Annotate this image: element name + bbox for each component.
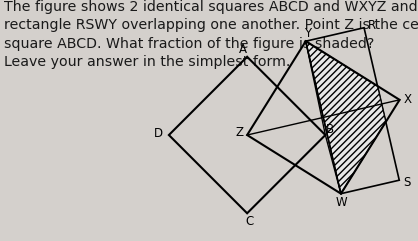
Text: Y: Y: [304, 27, 312, 40]
Text: W: W: [335, 196, 347, 209]
Text: The figure shows 2 identical squares ABCD and WXYZ and a
rectangle RSWY overlapp: The figure shows 2 identical squares ABC…: [4, 0, 418, 69]
Text: S: S: [404, 176, 411, 189]
Polygon shape: [306, 41, 386, 194]
Text: A: A: [239, 43, 247, 56]
Text: X: X: [404, 93, 412, 106]
Text: B: B: [326, 123, 334, 136]
Text: D: D: [154, 127, 163, 140]
Text: R: R: [368, 19, 376, 32]
Text: Z: Z: [235, 126, 243, 139]
Text: C: C: [245, 215, 254, 228]
